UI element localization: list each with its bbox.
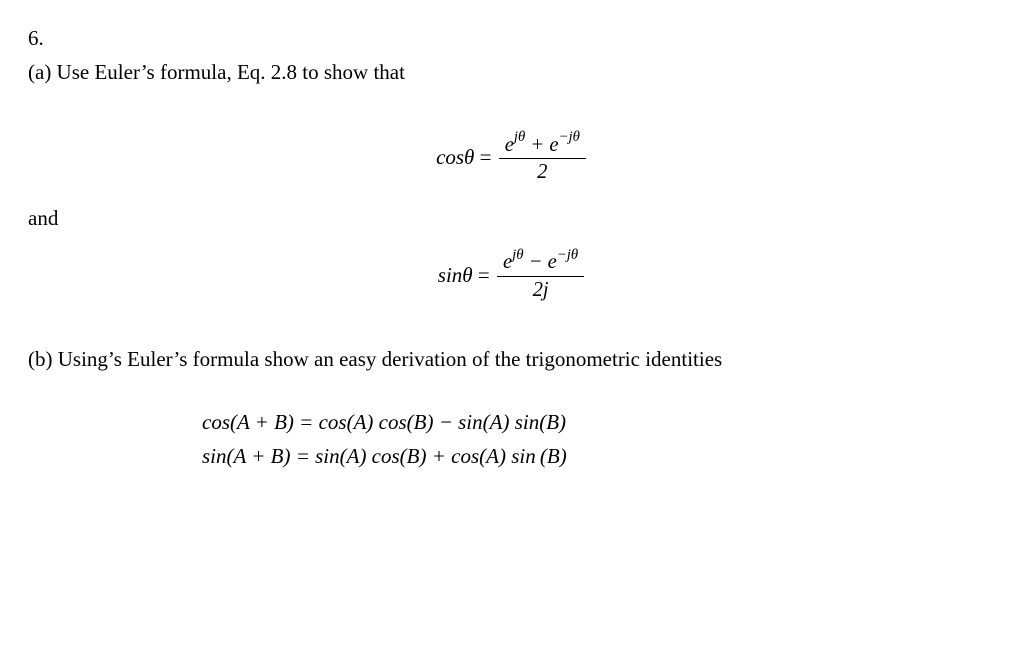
eq-cos-fraction: ejθ + e−jθ 2 — [499, 131, 586, 184]
identity-cos-text: cos(A + B) = cos(A) cos(B) − sin(A) sin(… — [202, 410, 566, 434]
eq-sin-numerator: ejθ − e−jθ — [497, 248, 584, 276]
identity-sin-text: sin(A + B) = sin(A) cos(B) + cos(A) sin … — [202, 444, 567, 468]
page: 6. (a) Use Euler’s formula, Eq. 2.8 to s… — [0, 0, 1024, 494]
identity-equations: cos(A + B) = cos(A) cos(B) − sin(A) sin(… — [202, 408, 822, 471]
eq-sin-eq: = — [478, 261, 490, 289]
equation-cos: cosθ = ejθ + e−jθ 2 — [28, 131, 996, 184]
equation-sin: sinθ = ejθ − e−jθ 2j — [28, 248, 996, 301]
eq-cos-eq: = — [480, 143, 492, 171]
eq-cos-numerator: ejθ + e−jθ — [499, 131, 586, 159]
part-b-prompt: (b) Using’s Euler’s formula show an easy… — [28, 345, 996, 373]
eq-sin-lhs: sinθ — [438, 261, 473, 289]
identity-cos: cos(A + B) = cos(A) cos(B) − sin(A) sin(… — [202, 408, 822, 436]
part-a-prompt: (a) Use Euler’s formula, Eq. 2.8 to show… — [28, 58, 996, 86]
eq-cos-denominator: 2 — [499, 159, 586, 184]
eq-cos-lhs: cosθ — [436, 143, 474, 171]
identity-sin: sin(A + B) = sin(A) cos(B) + cos(A) sin … — [202, 442, 822, 470]
problem-number: 6. — [28, 24, 996, 52]
eq-sin-denominator: 2j — [497, 277, 584, 302]
connector-and: and — [28, 204, 996, 232]
eq-sin-fraction: ejθ − e−jθ 2j — [497, 248, 584, 301]
